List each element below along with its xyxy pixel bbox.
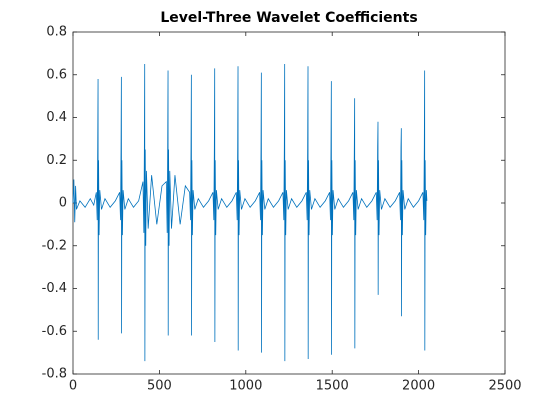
y-tick-label: 0.2 xyxy=(46,153,67,168)
x-tick-label: 0 xyxy=(69,379,77,394)
y-tick-label: 0.8 xyxy=(46,25,67,40)
y-tick-label: 0.6 xyxy=(46,67,67,82)
x-tick-label: 2000 xyxy=(402,379,435,394)
data-line xyxy=(72,64,428,362)
y-tick-label: -0.2 xyxy=(42,238,67,253)
chart-title: Level-Three Wavelet Coefficients xyxy=(160,10,417,26)
y-tick-label: 0.4 xyxy=(46,110,67,125)
x-tick-label: 1000 xyxy=(229,379,262,394)
y-tick-label: -0.6 xyxy=(42,324,67,339)
y-tick-label: 0 xyxy=(59,196,67,211)
y-tick-label: -0.4 xyxy=(42,281,67,296)
x-tick-label: 2500 xyxy=(488,379,521,394)
x-tick-label: 1500 xyxy=(316,379,349,394)
x-tick-label: 500 xyxy=(147,379,172,394)
y-tick-label: -0.8 xyxy=(42,367,67,382)
